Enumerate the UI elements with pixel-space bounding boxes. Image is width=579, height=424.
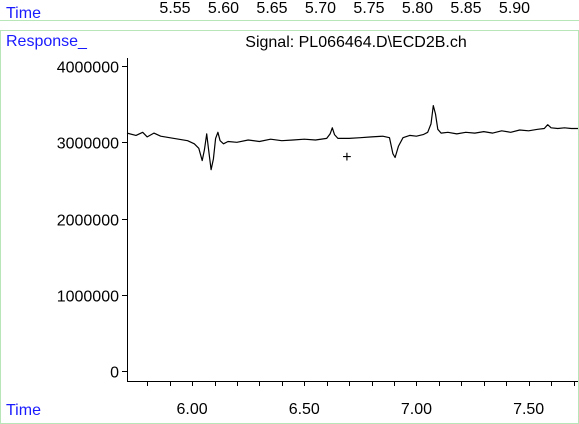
top-time-tick-label: 5.80: [402, 0, 433, 17]
x-tick-label: 7.00: [401, 401, 432, 418]
y-tick-label: 1000000: [57, 289, 119, 306]
top-time-tick-label: 5.65: [256, 0, 287, 17]
top-time-tick-label: 5.75: [353, 0, 384, 17]
top-time-tick-label: 5.85: [450, 0, 481, 17]
signal-trace: [126, 105, 578, 171]
y-axis-caption: Response_: [6, 33, 88, 50]
signal-title: Signal: PL066464.D\ECD2B.ch: [245, 34, 466, 51]
x-tick-label: 6.50: [289, 401, 320, 418]
y-tick-label: 2000000: [57, 213, 119, 230]
y-tick-label: 0: [110, 365, 119, 382]
top-time-tick-label: 5.60: [208, 0, 239, 17]
x-axis-caption: Time: [6, 402, 41, 419]
top-time-tick-label: 5.70: [305, 0, 336, 17]
y-tick-label: 3000000: [57, 136, 119, 153]
x-axis-ticks: 6.00 6.50 7.00 7.50: [147, 381, 575, 418]
x-tick-label: 6.00: [176, 401, 207, 418]
x-tick-label: 7.50: [513, 401, 544, 418]
top-time-tick-label: 5.55: [159, 0, 190, 17]
y-tick-label: 4000000: [57, 60, 119, 77]
top-time-ticks: 5.55 5.60 5.65 5.70 5.75 5.80 5.85 5.90: [159, 0, 530, 17]
y-axis-ticks: 0 1000000 2000000 3000000 4000000: [57, 60, 127, 382]
top-time-label: Time: [6, 5, 41, 22]
cursor-marker: +: [342, 149, 351, 166]
top-time-tick-label: 5.90: [499, 0, 530, 17]
